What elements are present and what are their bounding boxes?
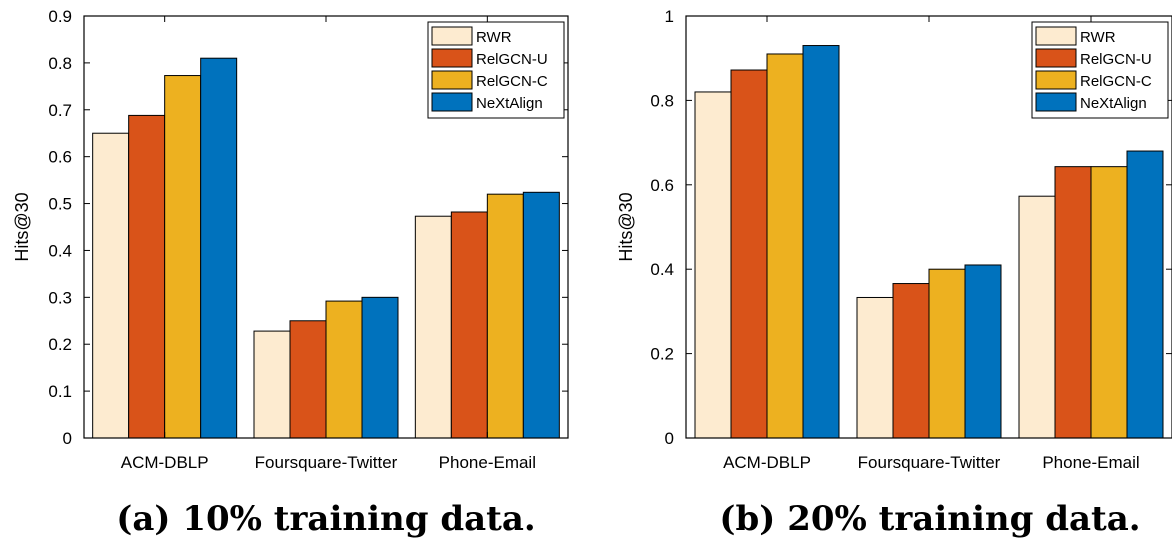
x-tick-label: Phone-Email <box>1042 453 1139 472</box>
legend-label: RelGCN-C <box>476 73 548 90</box>
legend-swatch <box>431 48 473 68</box>
legend-swatch <box>431 92 473 112</box>
bar <box>1090 166 1128 439</box>
bar <box>1018 195 1056 439</box>
bar <box>361 296 399 439</box>
legend-swatch <box>1035 70 1077 90</box>
bar <box>200 57 238 439</box>
bar <box>1126 150 1164 439</box>
legend-swatch <box>1035 92 1077 112</box>
y-tick-label: 0.1 <box>48 382 72 401</box>
x-tick-label: ACM-DBLP <box>723 453 811 472</box>
plot-frame <box>83 15 569 439</box>
y-tick-label: 0.9 <box>48 7 72 26</box>
legend-label: RelGCN-U <box>1080 51 1152 68</box>
bar <box>289 320 327 439</box>
bar <box>414 215 452 439</box>
bar <box>325 300 363 439</box>
bar <box>928 268 966 439</box>
figure-caption: (b) 20% training data. <box>719 499 1140 539</box>
y-tick-label: 0.3 <box>48 288 72 307</box>
bar <box>486 193 524 439</box>
legend-label: RWR <box>476 29 512 46</box>
y-tick-label: 0.8 <box>48 54 72 73</box>
legend-label: RWR <box>1080 29 1116 46</box>
bar <box>253 330 291 439</box>
y-tick-label: 0.8 <box>650 91 674 110</box>
figure-caption: (a) 10% training data. <box>116 499 535 539</box>
bar <box>802 45 840 439</box>
legend-swatch <box>1035 48 1077 68</box>
y-tick-label: 0.5 <box>48 195 72 214</box>
legend: RWR RelGCN-U RelGCN-C NeXtAlign <box>427 21 565 119</box>
plot-frame <box>685 15 1172 439</box>
legend-label: NeXtAlign <box>476 95 543 112</box>
y-tick-label: 0.4 <box>48 241 72 260</box>
y-axis-label: Hits@30 <box>12 192 32 261</box>
x-tick-label: Phone-Email <box>439 453 536 472</box>
y-tick-label: 0.4 <box>650 260 674 279</box>
y-axis-label: Hits@30 <box>616 192 636 261</box>
bar <box>164 75 202 439</box>
legend: RWR RelGCN-U RelGCN-C NeXtAlign <box>1031 21 1169 119</box>
bar <box>92 132 130 439</box>
bar <box>730 69 768 439</box>
y-tick-label: 0 <box>63 429 72 448</box>
legend-label: RelGCN-U <box>476 51 548 68</box>
x-tick-label: Foursquare-Twitter <box>255 453 398 472</box>
y-tick-label: 0.6 <box>48 148 72 167</box>
bar <box>892 283 930 439</box>
legend-swatch <box>1035 26 1077 46</box>
y-tick-label: 0.6 <box>650 176 674 195</box>
bar <box>128 114 166 439</box>
x-tick-label: Foursquare-Twitter <box>858 453 1001 472</box>
chart-panel-a: ACM-DBLP Foursquare-Twitter Phone-Email 0 0.… <box>12 7 569 539</box>
chart-panel-b: ACM-DBLP Foursquare-Twitter Phone-Email 0 0.… <box>616 7 1172 539</box>
bar <box>694 91 732 439</box>
legend-label: NeXtAlign <box>1080 95 1147 112</box>
y-tick-label: 0.7 <box>48 101 72 120</box>
x-tick-label: ACM-DBLP <box>121 453 209 472</box>
bar <box>856 296 894 439</box>
legend-swatch <box>431 26 473 46</box>
y-tick-label: 0.2 <box>650 345 674 364</box>
bar <box>964 264 1002 439</box>
bar <box>450 211 488 439</box>
y-tick-label: 1 <box>665 7 674 26</box>
legend-swatch <box>431 70 473 90</box>
y-tick-label: 0 <box>665 429 674 448</box>
y-tick-label: 0.2 <box>48 335 72 354</box>
legend-label: RelGCN-C <box>1080 73 1152 90</box>
bar <box>1054 166 1092 439</box>
bar <box>766 53 804 439</box>
bar <box>522 191 560 439</box>
